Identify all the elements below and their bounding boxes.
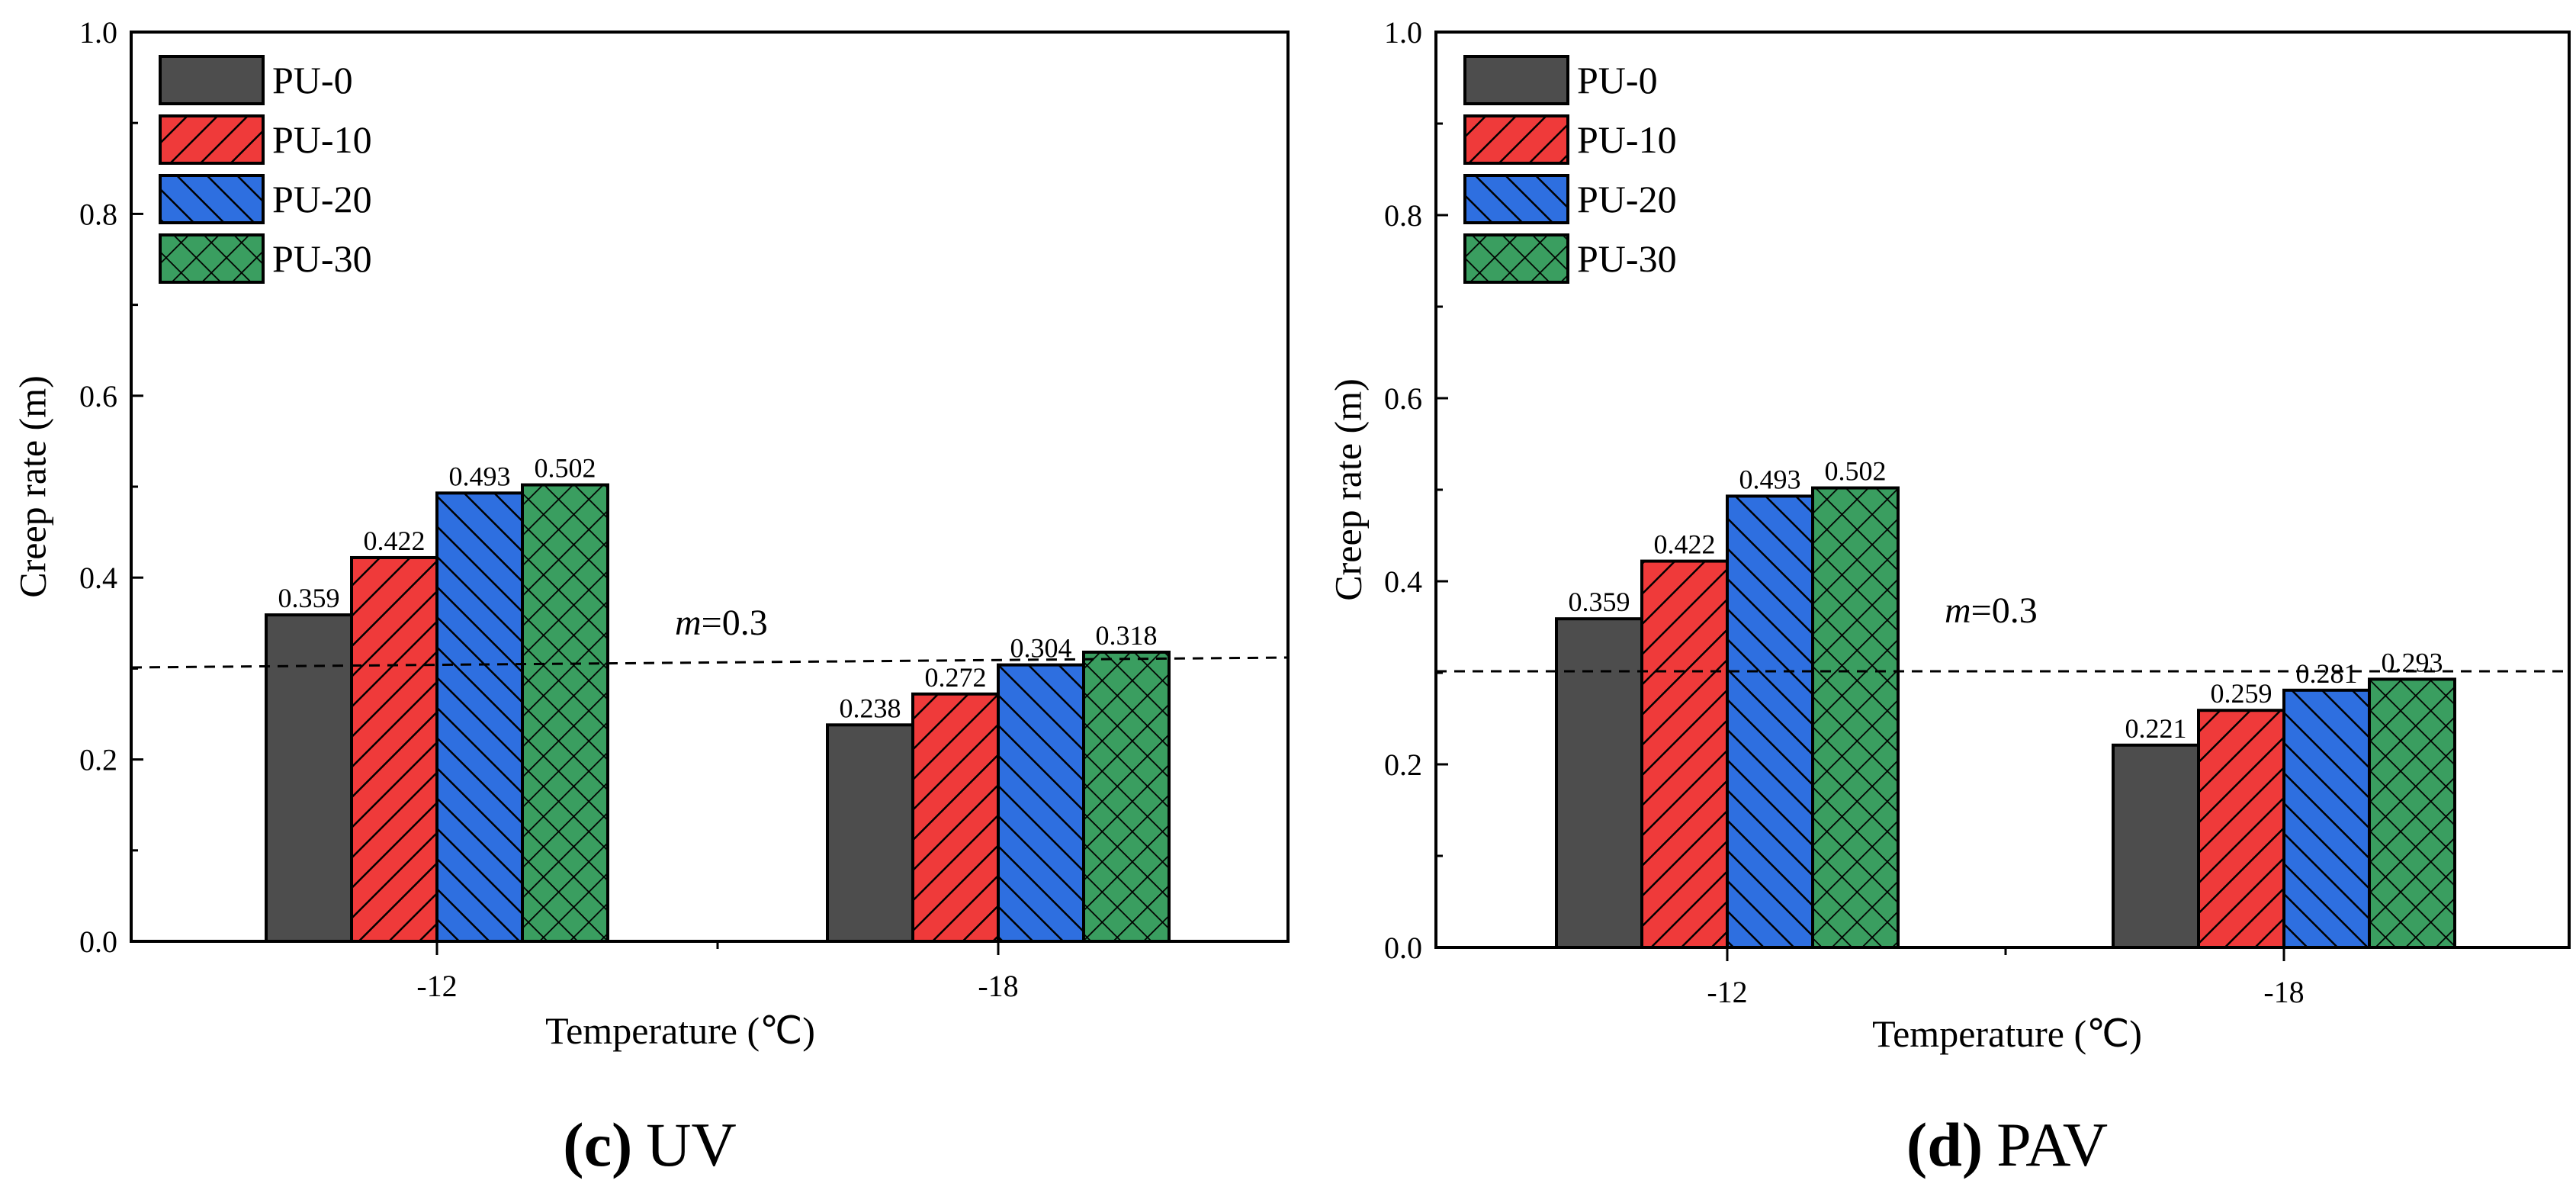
bar-pu-0-m18 bbox=[826, 723, 914, 944]
y-tick-label: 0.6 bbox=[1384, 381, 1422, 416]
data-label: 0.493 bbox=[449, 461, 511, 491]
legend: PU-0 PU-10 PU-20 PU-30 bbox=[159, 55, 372, 284]
legend-label: PU-0 bbox=[272, 59, 353, 101]
data-label: 0.318 bbox=[1096, 620, 1158, 651]
bar-pu-30-m18 bbox=[2368, 677, 2456, 950]
chart-panel-c: 0.0 0.2 0.4 0.6 0.8 1.0 -12 -18 0.359 0.238 0.422 0… bbox=[11, 15, 1290, 1179]
data-label: 0.359 bbox=[1569, 587, 1630, 617]
data-label: 0.238 bbox=[840, 693, 901, 723]
y-tick-label: 0.4 bbox=[1384, 564, 1422, 599]
data-label: 0.281 bbox=[2296, 658, 2358, 689]
x-tick-label: -18 bbox=[2263, 975, 2304, 1009]
data-label: 0.422 bbox=[364, 526, 426, 556]
reference-line-value: =0.3 bbox=[702, 603, 768, 643]
data-label: 0.359 bbox=[278, 583, 340, 613]
y-tick-label: 0.8 bbox=[1384, 198, 1422, 233]
y-tick-label: 0.2 bbox=[79, 743, 117, 777]
bar-pu-0-m12 bbox=[1555, 617, 1643, 949]
x-tick-label: -18 bbox=[978, 969, 1018, 1003]
bar-pu-30-m18 bbox=[1082, 650, 1171, 943]
bar-pu-0-m18 bbox=[2112, 743, 2200, 949]
caption-letter: (c) bbox=[563, 1110, 632, 1179]
chart-marks: 0.0 0.2 0.4 0.6 0.8 1.0 -12 -18 0.359 0.238 0.422 0… bbox=[79, 15, 1289, 1003]
bar-pu-10-m18 bbox=[2197, 709, 2285, 949]
data-label: 0.502 bbox=[1825, 456, 1887, 487]
panel-caption: (c) UV bbox=[563, 1110, 736, 1179]
data-label: 0.422 bbox=[1654, 529, 1716, 560]
y-tick-label: 0.0 bbox=[1384, 931, 1422, 965]
data-label: 0.221 bbox=[2125, 713, 2187, 744]
reference-line bbox=[130, 656, 1289, 669]
legend-label: PU-20 bbox=[272, 178, 372, 220]
y-axis-title: Creep rate (m) bbox=[1326, 378, 1369, 601]
caption-text: PAV bbox=[1996, 1110, 2108, 1179]
x-tick-label: -12 bbox=[416, 969, 457, 1003]
reference-line-value: =0.3 bbox=[1971, 590, 2038, 631]
y-tick-label: 0.6 bbox=[79, 379, 117, 413]
data-label: 0.304 bbox=[1010, 633, 1072, 664]
reference-line-label: m=0.3 bbox=[675, 603, 768, 643]
legend-label: PU-30 bbox=[1577, 237, 1677, 280]
panel-caption: (d) PAV bbox=[1906, 1110, 2108, 1179]
legend-swatch-pu-20 bbox=[159, 174, 265, 224]
legend-swatch-pu-30 bbox=[1463, 233, 1569, 284]
legend-swatch-pu-10 bbox=[159, 114, 265, 165]
x-axis-title: Temperature (℃) bbox=[545, 1009, 815, 1052]
y-tick-label: 0.2 bbox=[1384, 748, 1422, 782]
legend-swatch-pu-0 bbox=[1463, 55, 1569, 105]
y-tick-label: 0.0 bbox=[79, 925, 117, 959]
data-label: 0.272 bbox=[925, 662, 987, 693]
chart-panel-d: 0.0 0.2 0.4 0.6 0.8 1.0 -12 -18 0.359 0.221 0.422 0… bbox=[1326, 15, 2571, 1179]
plot-area: 0.0 0.2 0.4 0.6 0.8 1.0 -12 -18 0.359 0.221 0.422 0… bbox=[1384, 15, 2571, 1009]
caption-text: UV bbox=[646, 1110, 736, 1179]
bar-pu-30-m12 bbox=[1811, 486, 1900, 949]
legend-label: PU-30 bbox=[272, 237, 372, 280]
legend-label: PU-10 bbox=[272, 118, 372, 161]
legend: PU-0 PU-10 PU-20 PU-30 bbox=[1463, 55, 1677, 284]
reference-line-label: m=0.3 bbox=[1945, 590, 2038, 631]
legend-swatch-pu-10 bbox=[1463, 114, 1569, 165]
caption-letter: (d) bbox=[1906, 1110, 1983, 1179]
bar-pu-20-m12 bbox=[435, 491, 524, 943]
bar-pu-20-m12 bbox=[1726, 494, 1814, 949]
legend-label: PU-0 bbox=[1577, 59, 1658, 101]
x-tick-label: -12 bbox=[1707, 975, 1747, 1009]
chart-marks: 0.0 0.2 0.4 0.6 0.8 1.0 -12 -18 0.359 0.221 0.422 0… bbox=[1384, 15, 2569, 1009]
bar-pu-20-m18 bbox=[997, 663, 1085, 944]
legend-swatch-pu-20 bbox=[1463, 174, 1569, 224]
bar-pu-0-m12 bbox=[265, 613, 353, 944]
data-label: 0.493 bbox=[1739, 464, 1801, 494]
y-tick-label: 0.8 bbox=[79, 197, 117, 231]
data-label: 0.502 bbox=[535, 453, 596, 484]
legend-swatch-pu-30 bbox=[159, 233, 265, 284]
bar-pu-10-m12 bbox=[350, 555, 438, 943]
legend-label: PU-10 bbox=[1577, 118, 1677, 161]
data-label: 0.293 bbox=[2382, 647, 2443, 677]
legend-label: PU-20 bbox=[1577, 178, 1677, 220]
data-label: 0.259 bbox=[2211, 678, 2272, 709]
reference-line-symbol: m bbox=[675, 603, 702, 643]
bar-pu-30-m12 bbox=[521, 483, 609, 943]
y-tick-label: 1.0 bbox=[79, 15, 117, 50]
y-tick-label: 0.4 bbox=[79, 561, 117, 595]
bar-pu-20-m18 bbox=[2282, 688, 2371, 949]
legend-swatch-pu-0 bbox=[159, 55, 265, 105]
reference-line-symbol: m bbox=[1945, 590, 1971, 631]
plot-area: 0.0 0.2 0.4 0.6 0.8 1.0 -12 -18 0.359 0.238 0.422 0… bbox=[79, 15, 1290, 1003]
y-tick-label: 1.0 bbox=[1384, 15, 1422, 50]
x-axis-title: Temperature (℃) bbox=[1872, 1012, 2142, 1055]
bar-pu-10-m12 bbox=[1640, 559, 1729, 949]
bar-pu-10-m18 bbox=[911, 692, 1000, 943]
y-axis-title: Creep rate (m) bbox=[11, 375, 53, 598]
